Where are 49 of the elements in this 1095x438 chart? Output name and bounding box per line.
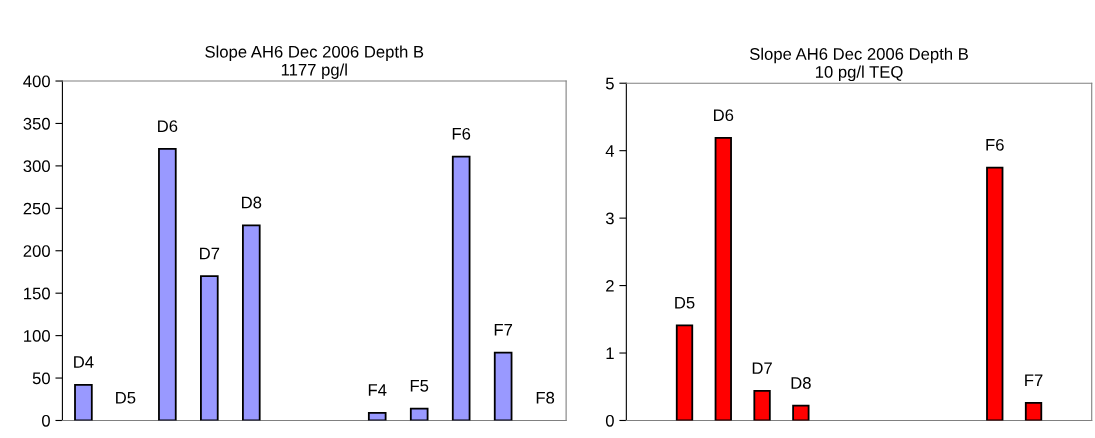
y-tick-label: 1	[606, 347, 614, 360]
category-label: D8	[791, 377, 811, 389]
bar	[158, 148, 177, 421]
bar	[675, 324, 694, 421]
y-tick-label: 3	[605, 212, 614, 225]
category-label: F5	[410, 380, 429, 392]
bar	[74, 383, 93, 421]
y-tick-label: 200	[23, 245, 50, 257]
bar	[714, 136, 732, 421]
y-tick-label: 150	[24, 287, 50, 300]
category-label: D5	[116, 391, 136, 404]
chart-title: Slope AH6 Dec 2006 Depth B	[205, 45, 424, 61]
bar	[367, 411, 387, 421]
category-label: D6	[158, 120, 178, 133]
y-tick-label: 400	[23, 75, 50, 88]
y-tick-label: 5	[605, 77, 614, 90]
bar	[1024, 402, 1043, 421]
category-label: F6	[986, 138, 1004, 151]
category-label: D7	[200, 247, 220, 260]
bar	[493, 351, 513, 421]
bar	[986, 166, 1004, 421]
category-label: D4	[74, 356, 94, 368]
chart-title: Slope AH6 Dec 2006 Depth B	[749, 47, 968, 64]
y-tick-label: 100	[24, 330, 50, 342]
category-label: F7	[1025, 374, 1043, 386]
category-label: F8	[536, 391, 555, 404]
y-tick-label: 0	[41, 414, 50, 427]
category-label: D7	[752, 362, 772, 374]
y-tick-label: 350	[23, 117, 50, 130]
category-label: D5	[675, 296, 695, 309]
bar	[451, 155, 471, 421]
category-label: D6	[714, 109, 734, 122]
category-label: F7	[494, 324, 513, 336]
category-label: F4	[368, 384, 387, 396]
chart-subtitle: 1177 pg/l	[281, 63, 347, 79]
y-tick-label: 250	[23, 202, 50, 215]
y-tick-label: 4	[605, 145, 615, 157]
y-tick-label: 50	[32, 372, 50, 385]
bar	[409, 407, 429, 421]
bar	[200, 275, 219, 421]
bar	[792, 404, 810, 421]
bar	[753, 389, 771, 421]
category-label: F6	[452, 127, 471, 140]
y-tick-label: 2	[606, 279, 614, 292]
bar	[242, 224, 261, 421]
y-tick-label: 300	[23, 160, 50, 173]
chart-subtitle: 10 pg/l TEQ	[815, 65, 903, 82]
y-tick-label: 0	[605, 414, 614, 427]
category-label: D8	[242, 196, 262, 209]
